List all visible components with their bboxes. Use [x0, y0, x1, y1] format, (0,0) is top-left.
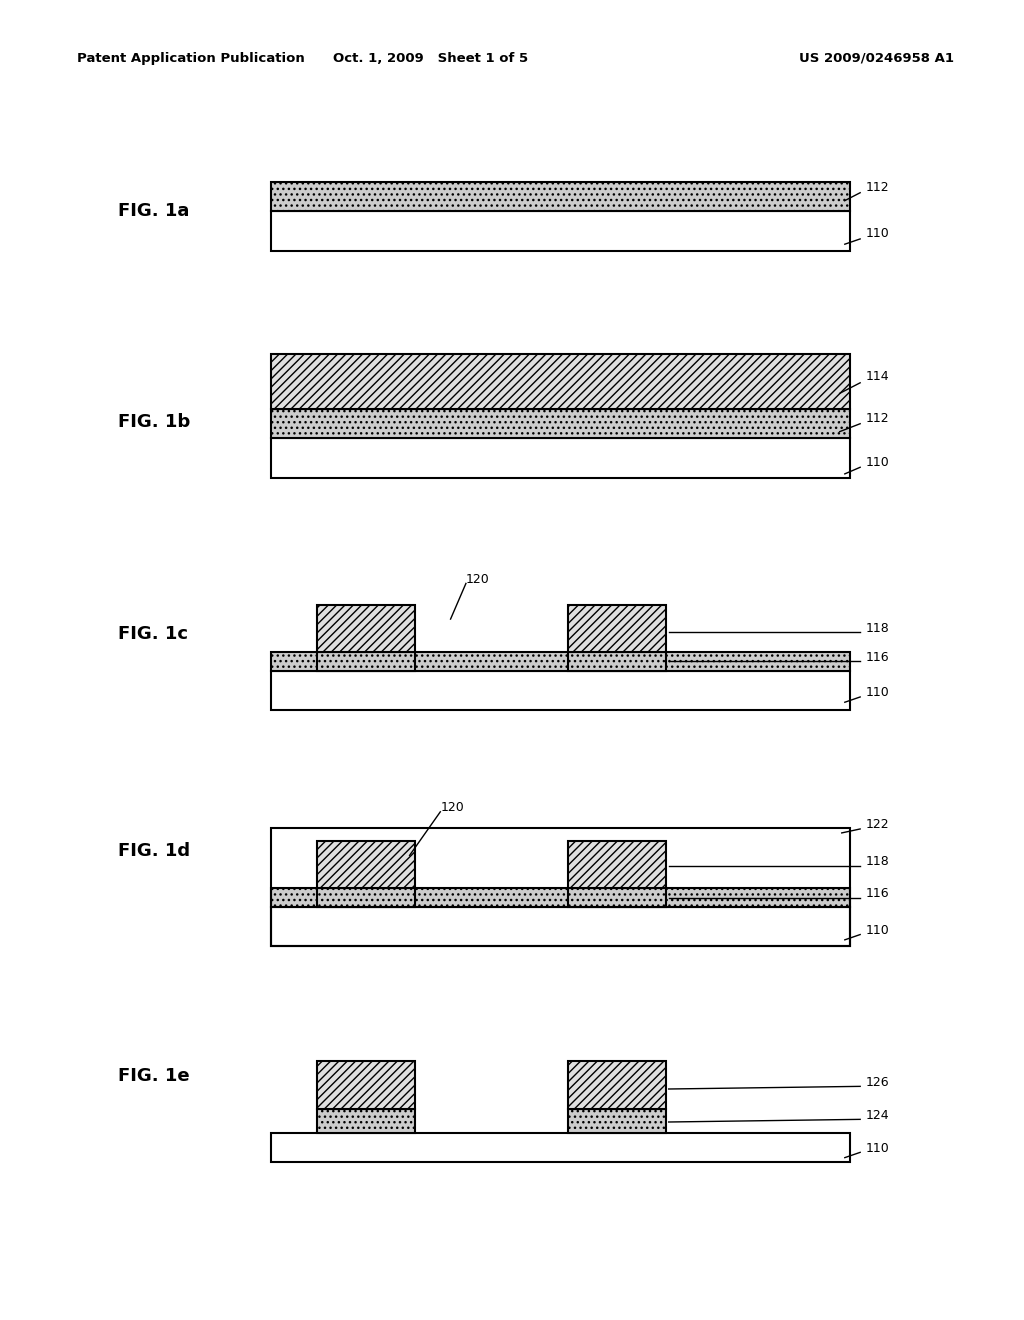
Bar	[271, 1133, 850, 1162]
Bar	[271, 828, 850, 946]
Text: 126: 126	[865, 1076, 889, 1089]
Bar	[568, 888, 666, 907]
Bar	[271, 182, 850, 211]
Bar	[271, 907, 850, 946]
Bar	[271, 211, 850, 251]
Bar	[317, 1061, 415, 1109]
Text: US 2009/0246958 A1: US 2009/0246958 A1	[799, 51, 953, 65]
Text: FIG. 1a: FIG. 1a	[118, 202, 189, 220]
Text: Oct. 1, 2009   Sheet 1 of 5: Oct. 1, 2009 Sheet 1 of 5	[333, 51, 527, 65]
Bar	[568, 841, 666, 888]
Text: 118: 118	[865, 855, 889, 869]
Text: 110: 110	[865, 227, 889, 240]
Bar	[271, 671, 850, 710]
Bar	[271, 354, 850, 409]
Text: 114: 114	[865, 370, 889, 383]
Text: 122: 122	[865, 818, 889, 832]
Text: 124: 124	[865, 1109, 889, 1122]
Text: 110: 110	[865, 924, 889, 937]
Bar	[271, 409, 850, 438]
Text: 120: 120	[440, 801, 464, 814]
Text: 110: 110	[865, 455, 889, 469]
Bar	[317, 1109, 415, 1133]
Text: FIG. 1b: FIG. 1b	[118, 413, 190, 432]
Bar	[568, 1061, 666, 1109]
Bar	[317, 652, 415, 671]
Text: 116: 116	[865, 887, 889, 900]
Bar	[317, 888, 415, 907]
Bar	[568, 605, 666, 652]
Text: FIG. 1e: FIG. 1e	[118, 1067, 189, 1085]
Text: 116: 116	[865, 651, 889, 664]
Text: 112: 112	[865, 181, 889, 194]
Bar	[271, 888, 850, 907]
Text: 110: 110	[865, 1142, 889, 1155]
Bar	[568, 652, 666, 671]
Bar	[317, 841, 415, 888]
Bar	[317, 605, 415, 652]
Bar	[271, 438, 850, 478]
Bar	[271, 652, 850, 671]
Text: FIG. 1d: FIG. 1d	[118, 842, 189, 861]
Text: FIG. 1c: FIG. 1c	[118, 624, 187, 643]
Text: 112: 112	[865, 412, 889, 425]
Text: Patent Application Publication: Patent Application Publication	[77, 51, 304, 65]
Text: 110: 110	[865, 686, 889, 700]
Text: 118: 118	[865, 622, 889, 635]
Bar	[568, 1109, 666, 1133]
Text: 120: 120	[466, 573, 489, 586]
